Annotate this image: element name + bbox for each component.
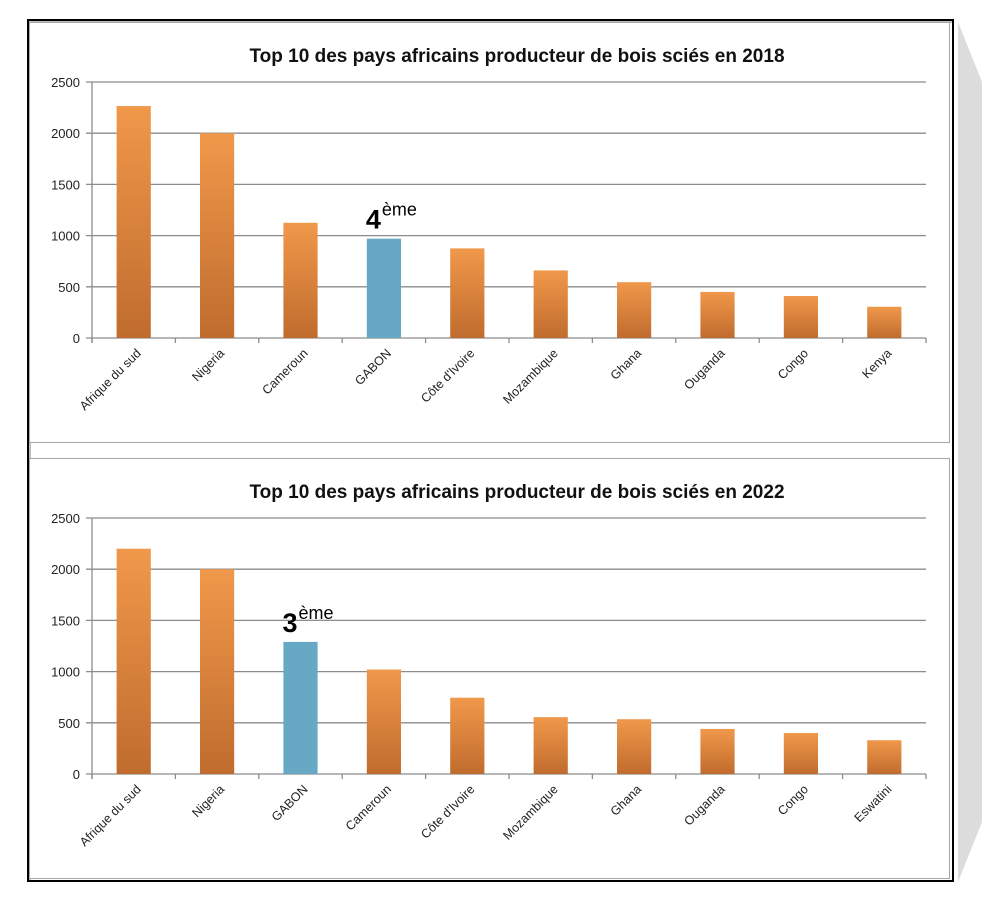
- bar-c-te-d-ivoire: [450, 248, 485, 338]
- x-tick-label: Eswatini: [852, 782, 895, 825]
- bar-afrique-du-sud: [116, 106, 151, 339]
- y-tick-label: 500: [58, 716, 80, 731]
- y-tick-label: 2000: [51, 562, 80, 577]
- y-tick-label: 1000: [51, 229, 80, 244]
- rank-annotation-suffix: ème: [382, 200, 417, 220]
- bar-ouganda: [700, 728, 735, 774]
- x-tick-label: Nigeria: [189, 782, 227, 820]
- bar-cameroun: [283, 222, 318, 338]
- bar-gabon: [366, 238, 401, 338]
- x-tick-label: Côte d'Ivoire: [418, 346, 477, 405]
- bar-mozambique: [533, 270, 568, 338]
- y-tick-label: 1500: [51, 177, 80, 192]
- x-tick-label: Ouganda: [681, 782, 727, 828]
- bar-nigeria: [200, 133, 235, 338]
- x-tick-label: Afrique du sud: [77, 346, 144, 413]
- x-tick-label: GABON: [269, 782, 311, 824]
- bar-kenya: [867, 306, 902, 338]
- chart-panel-2018: Top 10 des pays africains producteur de …: [29, 22, 950, 443]
- bar-ghana: [617, 719, 652, 774]
- chart-title: Top 10 des pays africains producteur de …: [249, 46, 784, 67]
- y-tick-label: 1000: [51, 665, 80, 680]
- x-tick-label: Côte d'Ivoire: [418, 782, 477, 841]
- chart-title: Top 10 des pays africains producteur de …: [249, 482, 784, 503]
- rank-annotation-suffix: ème: [299, 603, 334, 623]
- x-tick-label: Cameroun: [259, 346, 310, 397]
- bar-congo: [783, 733, 818, 774]
- bar-ouganda: [700, 291, 735, 338]
- x-tick-label: Ouganda: [681, 346, 727, 392]
- rank-annotation: 3: [283, 608, 298, 638]
- chart-panel-2022: Top 10 des pays africains producteur de …: [29, 458, 950, 879]
- x-tick-label: Congo: [775, 782, 811, 818]
- bar-chart-2022: Top 10 des pays africains producteur de …: [51, 482, 927, 849]
- y-tick-label: 0: [73, 331, 80, 346]
- x-tick-label: Mozambique: [500, 346, 561, 407]
- x-tick-label: Mozambique: [500, 782, 561, 843]
- y-tick-label: 2500: [51, 511, 80, 526]
- bar-gabon: [283, 641, 318, 774]
- page-shadow: [958, 22, 982, 882]
- bar-cameroun: [366, 669, 401, 774]
- bar-congo: [783, 296, 818, 338]
- y-tick-label: 500: [58, 280, 80, 295]
- rank-annotation: 4: [366, 205, 381, 235]
- x-tick-label: Nigeria: [189, 346, 227, 384]
- x-tick-label: Ghana: [608, 346, 644, 382]
- bar-ghana: [617, 282, 652, 338]
- bar-eswatini: [867, 740, 902, 774]
- y-tick-label: 1500: [51, 613, 80, 628]
- bar-mozambique: [533, 717, 568, 774]
- x-tick-label: Cameroun: [343, 782, 394, 833]
- bar-chart-2018: Top 10 des pays africains producteur de …: [51, 46, 927, 413]
- bar-nigeria: [200, 569, 235, 774]
- y-tick-label: 2500: [51, 75, 80, 90]
- x-tick-label: Afrique du sud: [77, 782, 144, 849]
- bar-c-te-d-ivoire: [450, 697, 485, 774]
- x-tick-label: Congo: [775, 346, 811, 382]
- x-tick-label: GABON: [352, 346, 394, 388]
- x-tick-label: Kenya: [859, 346, 894, 381]
- y-tick-label: 2000: [51, 126, 80, 141]
- x-tick-label: Ghana: [608, 782, 644, 818]
- y-tick-label: 0: [73, 767, 80, 782]
- bar-afrique-du-sud: [116, 548, 151, 774]
